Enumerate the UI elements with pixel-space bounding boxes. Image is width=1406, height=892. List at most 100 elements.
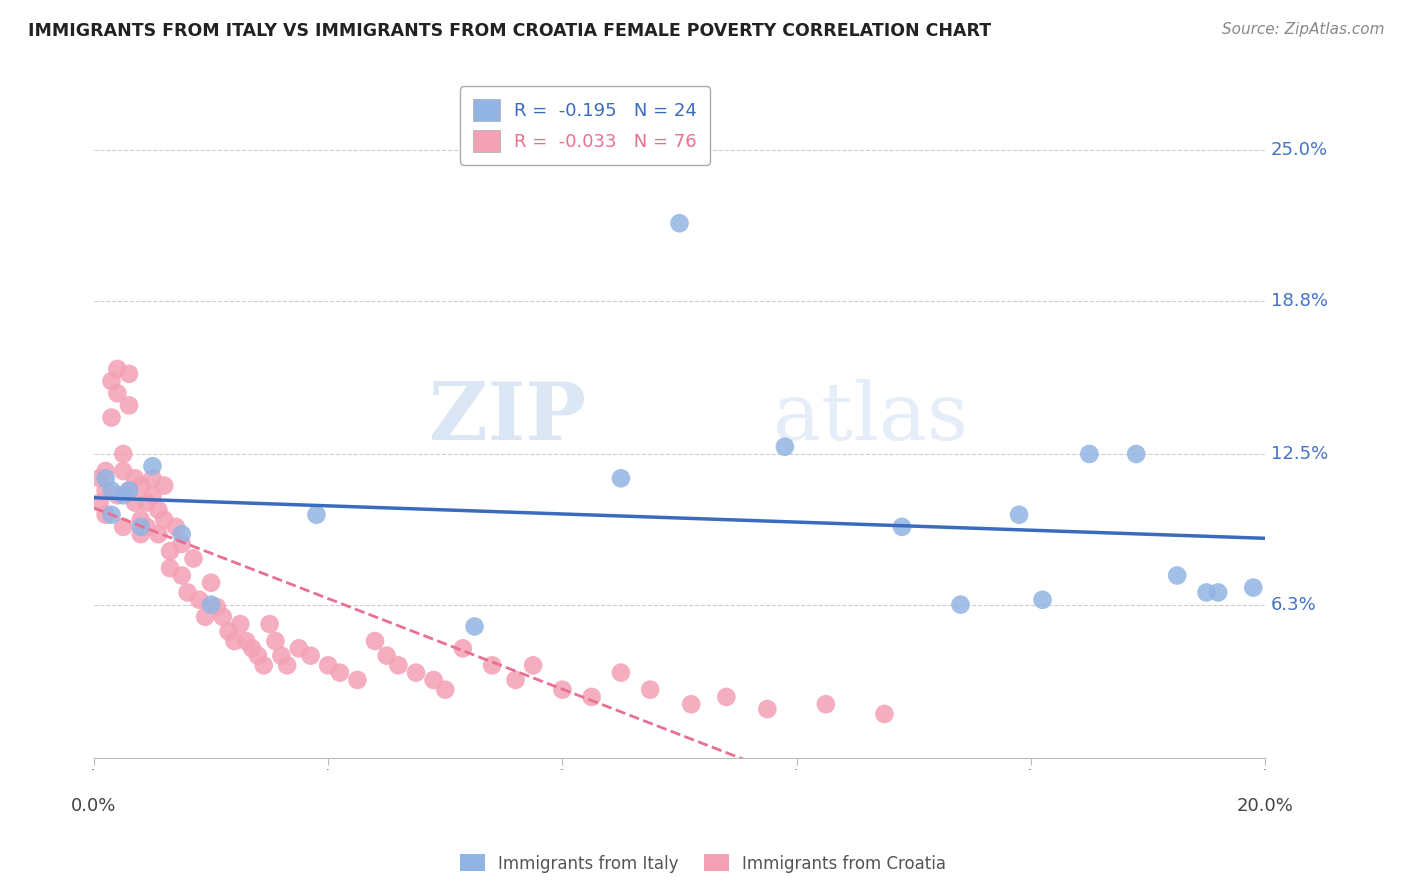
Point (118, 483, 141, 498)
Point (89, 471, 111, 485)
Point (451, 641, 474, 656)
Text: 12.5%: 12.5% (1271, 445, 1329, 463)
Point (153, 478, 176, 492)
Point (1166, 568, 1188, 582)
Point (224, 634, 246, 648)
Point (129, 527, 152, 541)
Point (141, 488, 163, 502)
Point (118, 398, 141, 412)
Point (1125, 447, 1147, 461)
Point (387, 658, 409, 673)
Point (1241, 581, 1264, 595)
Text: 25.0%: 25.0% (1271, 141, 1329, 160)
Point (105, 386, 128, 401)
Point (148, 527, 170, 541)
Point (94, 508, 117, 522)
Point (1206, 585, 1229, 599)
Point (170, 527, 193, 541)
Point (305, 508, 328, 522)
Point (105, 362, 128, 376)
Point (112, 464, 135, 478)
Point (100, 410, 122, 425)
Point (105, 488, 128, 502)
Point (551, 682, 574, 697)
Point (1031, 592, 1053, 607)
Point (100, 508, 122, 522)
Point (270, 648, 292, 663)
Point (194, 609, 217, 624)
Point (873, 706, 896, 721)
Point (364, 634, 387, 648)
Point (200, 575, 222, 590)
Point (235, 634, 257, 648)
Point (135, 520, 157, 534)
Point (159, 561, 181, 575)
Point (118, 367, 141, 381)
Point (253, 658, 276, 673)
Point (681, 697, 703, 711)
Point (170, 568, 193, 582)
Point (135, 495, 157, 509)
Point (153, 513, 176, 527)
Text: 0.0%: 0.0% (72, 797, 117, 814)
Legend: Immigrants from Italy, Immigrants from Croatia: Immigrants from Italy, Immigrants from C… (453, 847, 953, 880)
Point (716, 690, 738, 704)
Text: 6.3%: 6.3% (1271, 596, 1316, 614)
Point (773, 440, 796, 454)
Point (141, 459, 163, 474)
Point (200, 598, 222, 612)
Point (1195, 585, 1218, 599)
Point (264, 634, 287, 648)
Point (1078, 447, 1101, 461)
Point (329, 665, 352, 680)
Point (299, 648, 322, 663)
Point (141, 471, 163, 485)
Point (211, 609, 233, 624)
Point (581, 690, 603, 704)
Point (94, 471, 117, 485)
Point (188, 592, 211, 607)
Point (148, 503, 170, 517)
Point (756, 702, 779, 716)
Point (112, 520, 135, 534)
Point (814, 697, 837, 711)
Point (100, 483, 122, 498)
Point (668, 216, 690, 230)
Point (183, 551, 205, 566)
Point (218, 624, 240, 639)
Point (464, 619, 486, 633)
Point (129, 513, 152, 527)
Point (638, 682, 661, 697)
Point (1008, 508, 1031, 522)
Point (610, 471, 633, 485)
Point (405, 665, 427, 680)
Point (522, 658, 544, 673)
Point (316, 658, 339, 673)
Point (288, 641, 311, 656)
Text: ZIP: ZIP (429, 378, 586, 457)
Point (481, 658, 503, 673)
Point (100, 374, 122, 388)
Text: IMMIGRANTS FROM ITALY VS IMMIGRANTS FROM CROATIA FEMALE POVERTY CORRELATION CHAR: IMMIGRANTS FROM ITALY VS IMMIGRANTS FROM… (28, 22, 991, 40)
Point (124, 471, 146, 485)
Point (176, 585, 198, 599)
Point (124, 495, 146, 509)
Point (346, 673, 368, 687)
Point (375, 648, 398, 663)
Point (259, 617, 281, 632)
Point (94, 464, 117, 478)
Point (118, 483, 141, 498)
Text: Source: ZipAtlas.com: Source: ZipAtlas.com (1222, 22, 1385, 37)
Point (112, 447, 135, 461)
Legend: R =  -0.195   N = 24, R =  -0.033   N = 76: R = -0.195 N = 24, R = -0.033 N = 76 (460, 87, 710, 165)
Text: atlas: atlas (773, 378, 969, 457)
Text: 20.0%: 20.0% (1237, 797, 1294, 814)
Point (246, 648, 269, 663)
Point (89, 495, 111, 509)
Point (165, 520, 187, 534)
Point (205, 600, 228, 615)
Point (129, 520, 152, 534)
Point (240, 641, 263, 656)
Point (94, 483, 117, 498)
Point (434, 682, 457, 697)
